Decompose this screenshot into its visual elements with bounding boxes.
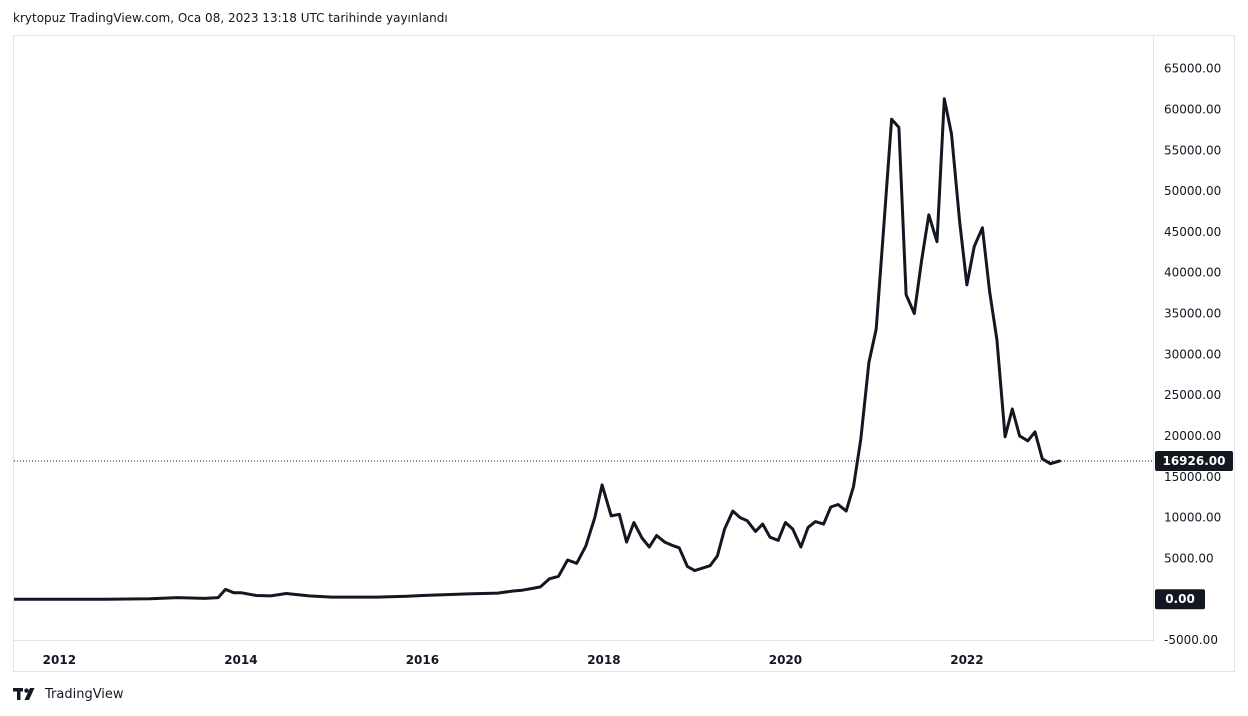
x-tick-label: 2018 <box>587 653 620 667</box>
y-tick-label: 60000.00 <box>1164 102 1221 116</box>
zero-price-label: 0.00 <box>1155 589 1205 610</box>
x-tick-label: 2016 <box>406 653 439 667</box>
zero-price-label-text: 0.00 <box>1165 592 1195 606</box>
y-tick-label: 10000.00 <box>1164 511 1221 525</box>
tradingview-brand[interactable]: TradingView <box>13 686 124 702</box>
chart-panel[interactable]: 65000.00 60000.00 55000.00 50000.00 45000.00… <box>13 35 1235 672</box>
y-tick-label: 5000.00 <box>1164 551 1214 565</box>
y-tick-label: -5000.00 <box>1164 633 1218 647</box>
y-tick-label: 25000.00 <box>1164 388 1221 402</box>
tradingview-logo-icon <box>13 688 35 700</box>
y-tick-label: 30000.00 <box>1164 347 1221 361</box>
y-tick-label: 15000.00 <box>1164 470 1221 484</box>
current-price-label-text: 16926.00 <box>1162 454 1225 468</box>
y-tick-label: 40000.00 <box>1164 266 1221 280</box>
x-tick-label: 2020 <box>769 653 802 667</box>
current-price-label-bg <box>1155 451 1233 472</box>
x-tick-label: 2022 <box>950 653 983 667</box>
y-tick-label: 65000.00 <box>1164 62 1221 76</box>
time-axis[interactable]: 2012 2014 2016 2018 2020 2022 <box>43 653 984 667</box>
x-tick-label: 2012 <box>43 653 76 667</box>
price-chart[interactable]: 65000.00 60000.00 55000.00 50000.00 45000.00… <box>14 36 1234 671</box>
current-price-label: 16926.00 <box>1155 451 1233 472</box>
y-tick-label: 50000.00 <box>1164 184 1221 198</box>
zero-price-label-bg <box>1155 589 1205 610</box>
publish-caption: krytopuz TradingView.com, Oca 08, 2023 1… <box>13 11 448 25</box>
y-tick-label: 20000.00 <box>1164 429 1221 443</box>
series-line <box>14 97 1061 601</box>
y-tick-label: 55000.00 <box>1164 143 1221 157</box>
price-axis[interactable]: 65000.00 60000.00 55000.00 50000.00 45000.00… <box>1164 62 1221 647</box>
brand-name: TradingView <box>45 686 124 702</box>
y-tick-label: 45000.00 <box>1164 225 1221 239</box>
x-tick-label: 2014 <box>224 653 257 667</box>
y-tick-label: 35000.00 <box>1164 307 1221 321</box>
